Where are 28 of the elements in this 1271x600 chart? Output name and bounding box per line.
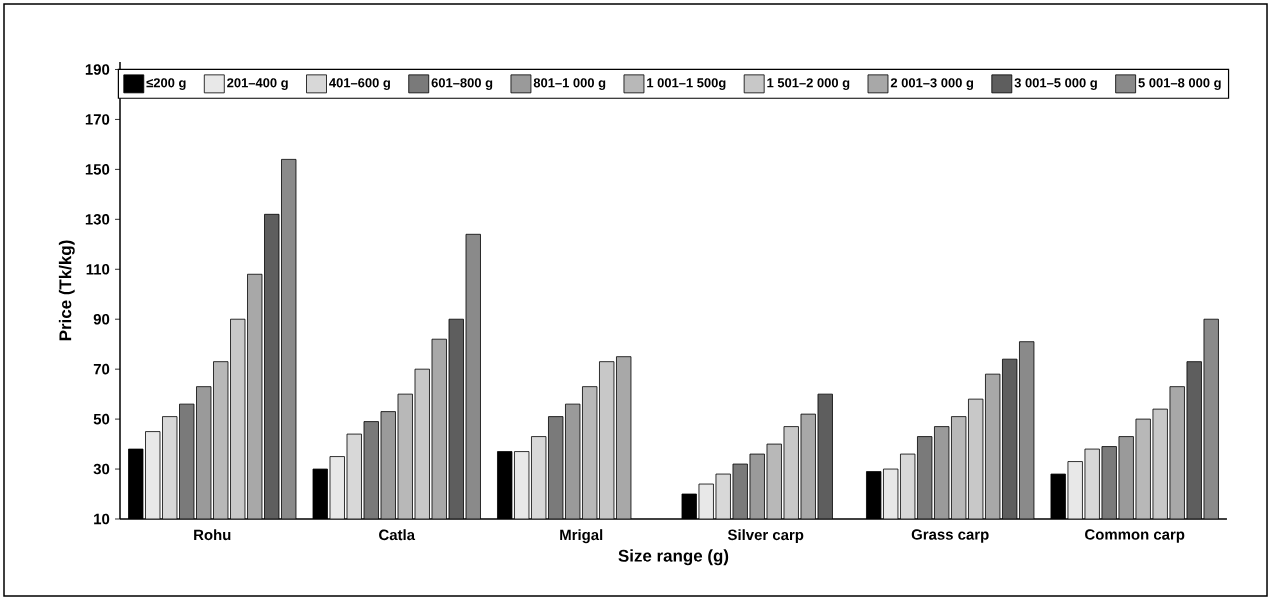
y-axis-title: Price (Tk/kg) [58, 240, 75, 341]
y-tick-label: 70 [93, 363, 110, 375]
x-axis-title: Size range (g) [618, 549, 729, 566]
y-tick-label: 90 [93, 313, 110, 325]
legend-label: 601–800 g [431, 78, 493, 90]
y-tick-label: 50 [93, 413, 110, 425]
y-tick-label: 10 [94, 513, 110, 525]
legend-label: 401–600 g [329, 78, 390, 90]
legend-label: 201–400 g [227, 78, 288, 90]
x-tick-label: Rohu [194, 529, 231, 541]
legend-label: 2 001–3 000 g [890, 78, 974, 90]
y-tick-label: 130 [85, 214, 110, 225]
legend-label: 5 001–8 000 g [1138, 78, 1221, 90]
x-tick-label: Grass carp [911, 529, 989, 543]
y-tick-label: 190 [85, 64, 110, 75]
legend-label: 3 001–5 000 g [1014, 78, 1097, 90]
x-tick-label: Common carp [1085, 529, 1185, 543]
y-tick-label: 110 [86, 263, 110, 275]
legend-label: 1 001–1 500g [647, 78, 726, 90]
x-tick-label: Silver carp [727, 529, 804, 544]
legend-label: 1 501–2 000 g [767, 78, 850, 90]
legend-label: ≤200 g [146, 78, 186, 90]
y-tick-label: 150 [85, 164, 110, 175]
legend-label: 801–1 000 g [533, 78, 606, 90]
y-tick-label: 170 [85, 114, 110, 125]
y-tick-label: 30 [93, 463, 110, 475]
x-tick-label: Catla [379, 529, 416, 541]
x-tick-label: Mrigal [560, 529, 603, 544]
